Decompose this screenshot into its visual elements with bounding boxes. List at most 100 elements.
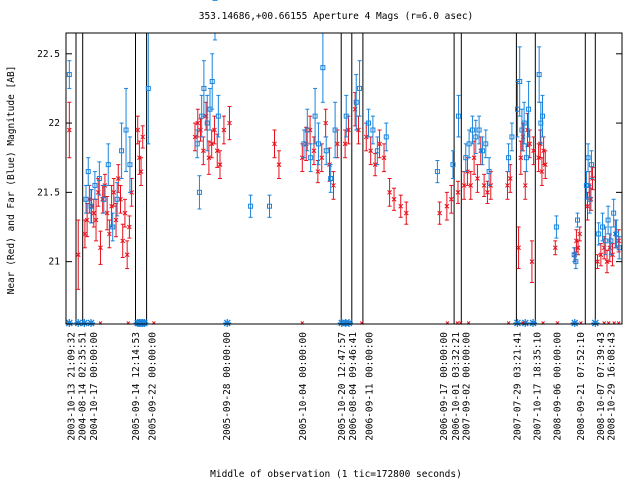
near-point <box>518 140 524 175</box>
far-point <box>357 60 363 117</box>
far-baseline-marker <box>345 319 354 327</box>
near-point <box>323 108 329 138</box>
x-tick-label: 2003-10-13 21:09:32 <box>67 332 78 441</box>
far-point <box>83 184 89 214</box>
far-marker <box>608 238 614 244</box>
near-marker <box>209 141 215 147</box>
far-point <box>483 129 489 159</box>
far-marker <box>92 182 98 188</box>
near-marker <box>109 203 114 209</box>
far-point <box>539 94 545 138</box>
near-marker <box>471 155 477 161</box>
near-marker <box>192 134 198 140</box>
far-point <box>312 87 318 145</box>
far-point <box>573 254 579 270</box>
near-marker <box>542 162 548 167</box>
x-tick-label: 2005-10-04 00:00:00 <box>298 332 309 441</box>
far-point <box>204 94 210 152</box>
near-marker <box>276 162 282 167</box>
far-marker <box>526 106 532 112</box>
near-point <box>227 105 232 141</box>
near-marker <box>206 155 212 161</box>
x-tick-label: 2006-09-17 00:00:00 <box>439 332 450 441</box>
near-point <box>398 194 404 218</box>
near-point <box>140 125 146 149</box>
far-marker <box>105 162 111 168</box>
near-point <box>531 136 536 166</box>
far-marker <box>304 127 310 133</box>
far-marker <box>83 196 89 202</box>
near-point <box>391 187 397 211</box>
near-point <box>475 164 480 193</box>
near-marker <box>104 210 110 216</box>
plot-marks <box>65 0 622 327</box>
far-baseline-marker <box>140 319 149 327</box>
far-baseline-marker <box>570 319 579 327</box>
near-point <box>595 254 600 270</box>
far-point <box>123 87 129 173</box>
near-marker <box>217 162 223 167</box>
far-marker <box>215 113 221 119</box>
far-marker <box>483 141 489 147</box>
x-tick-label: 2007-07-29 03:21:41 <box>512 332 523 441</box>
near-marker <box>595 259 600 264</box>
x-tick-label: 2004-08-14 02:35:51 <box>78 332 89 441</box>
near-marker <box>227 120 232 126</box>
far-marker <box>616 245 622 251</box>
near-point <box>75 219 81 290</box>
near-marker <box>387 190 392 195</box>
near-marker <box>604 259 610 264</box>
near-marker <box>507 176 513 181</box>
x-tick-label: 2006-10-01 03:32:21 <box>451 332 462 441</box>
near-marker <box>516 245 521 251</box>
far-marker <box>456 113 462 119</box>
near-marker <box>311 148 317 154</box>
far-point <box>301 129 307 159</box>
near-marker <box>585 203 590 209</box>
near-marker <box>75 252 81 258</box>
far-point <box>127 136 133 193</box>
far-baseline-marker <box>513 319 522 327</box>
far-marker <box>613 231 619 237</box>
far-marker <box>573 259 579 265</box>
far-marker <box>587 196 593 202</box>
far-marker <box>611 210 617 216</box>
far-point <box>611 198 617 228</box>
far-point <box>605 205 611 235</box>
far-marker <box>88 203 94 209</box>
far-marker <box>585 155 591 161</box>
near-marker <box>307 127 313 133</box>
x-tick-label: 2008-09-06 00:00:00 <box>553 332 564 441</box>
far-marker <box>66 72 72 78</box>
near-marker <box>115 176 121 181</box>
far-point <box>473 119 479 155</box>
far-marker <box>553 224 559 230</box>
far-marker <box>370 127 376 133</box>
x-tick-label: 2007-10-17 18:35:10 <box>532 332 543 441</box>
far-baseline-marker <box>521 319 530 327</box>
far-marker <box>575 217 581 223</box>
near-marker <box>84 217 90 223</box>
far-marker <box>145 85 151 91</box>
far-marker <box>605 217 611 223</box>
far-marker <box>450 162 456 168</box>
near-point <box>138 157 144 186</box>
near-point <box>111 178 117 207</box>
near-marker <box>616 238 622 244</box>
far-point <box>365 108 371 138</box>
near-point <box>66 101 72 159</box>
near-marker <box>529 259 535 264</box>
near-point <box>120 223 126 258</box>
far-point <box>509 122 515 152</box>
x-axis-ticks: 2003-10-13 21:09:32 2004-08-14 02:35:51 20… <box>67 332 618 441</box>
far-point <box>101 184 107 214</box>
far-point <box>469 115 475 145</box>
near-marker <box>212 127 217 133</box>
near-marker <box>346 127 351 133</box>
far-point <box>479 136 485 166</box>
near-point <box>368 136 374 166</box>
far-marker <box>209 79 215 84</box>
far-marker <box>374 148 380 154</box>
